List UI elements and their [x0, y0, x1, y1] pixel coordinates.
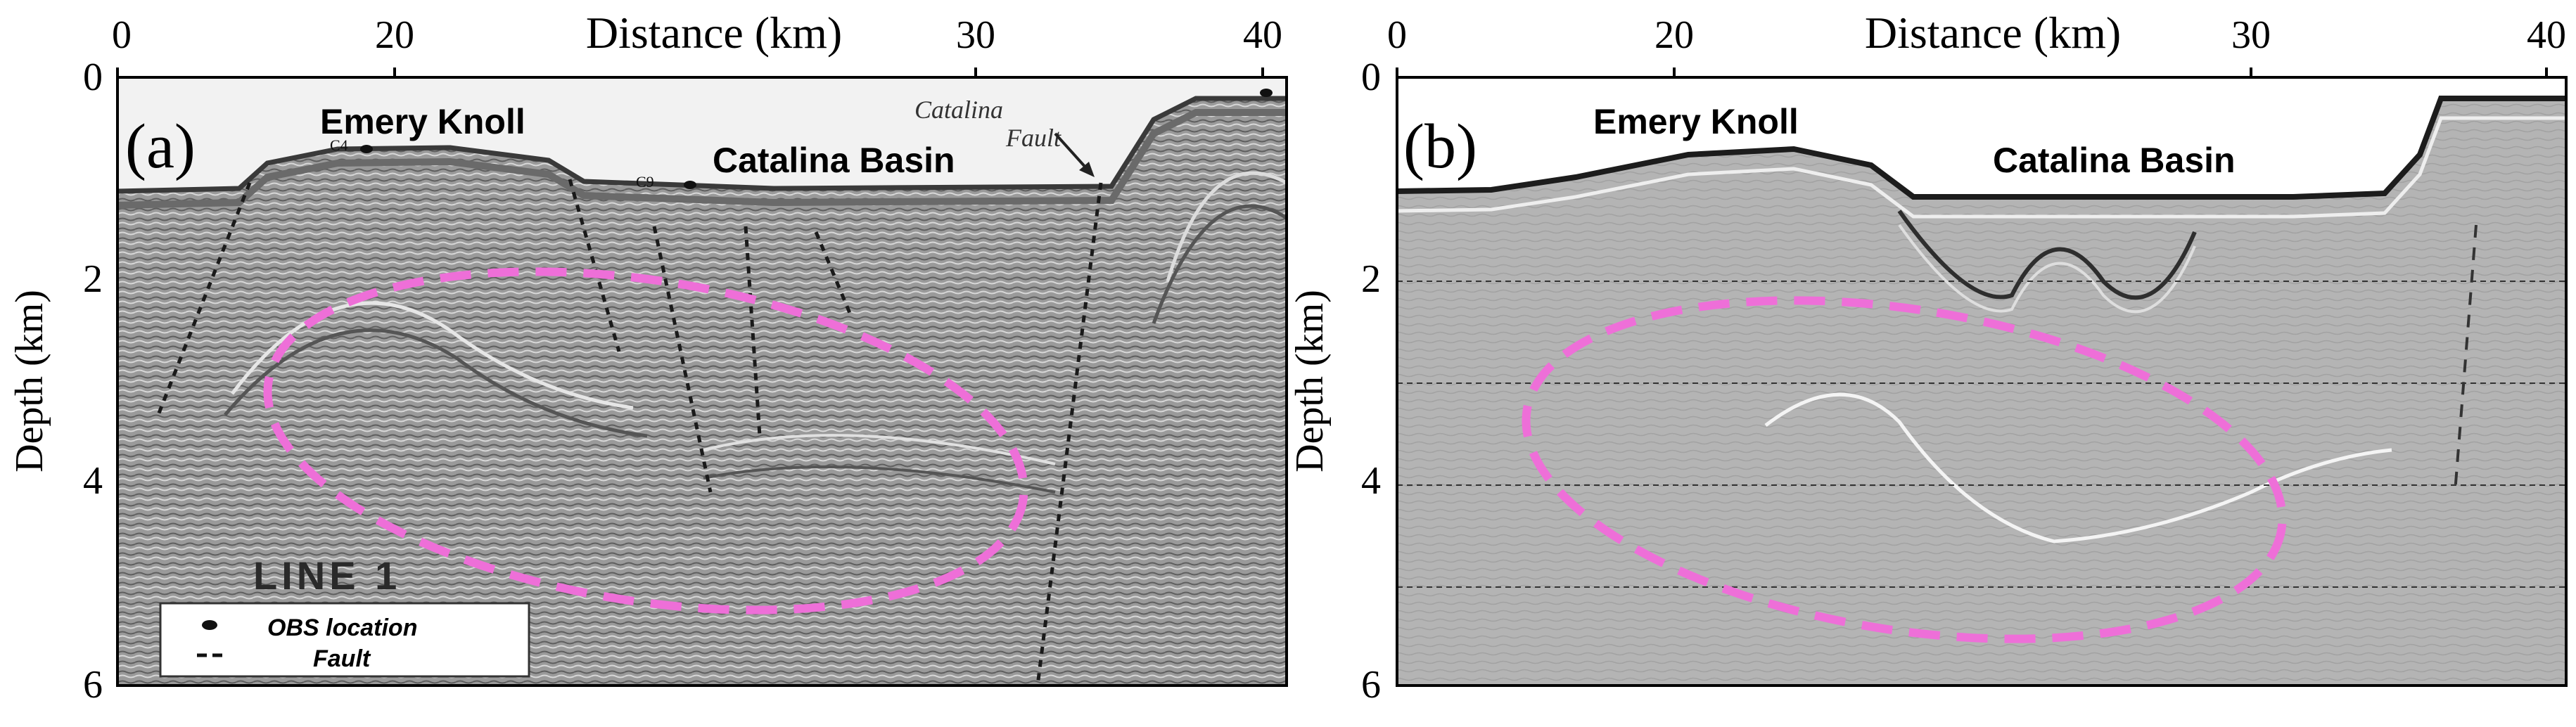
y-tick-label: 2: [1361, 257, 1381, 301]
x-tick-label: 0: [112, 13, 132, 57]
depth-grid-lines: [1397, 281, 2566, 588]
y-axis-title: Depth (km): [1288, 290, 1332, 472]
y-tick-label: 4: [1361, 459, 1381, 503]
x-tick-label: 0: [1387, 13, 1407, 57]
legend-obs-label: OBS location: [267, 615, 417, 641]
x-axis-ticks: [116, 67, 1264, 77]
y-tick-label: 2: [83, 257, 103, 301]
x-tick-label: 30: [956, 13, 995, 57]
panel-a-frame: [116, 76, 1288, 687]
panel-b-frame: [1396, 76, 2568, 687]
x-axis-title: Distance (km): [1865, 8, 2121, 58]
legend-fault-label: Fault: [313, 645, 371, 672]
obs-marker: [684, 181, 696, 189]
x-tick-label: 40: [1243, 13, 1282, 57]
y-tick-label: 0: [83, 56, 103, 99]
panel-b: (b) Emery Knoll Catalina Basin 0 20 30 4…: [1288, 8, 2568, 707]
panel-a: C4 C9 (a) Emery Knoll Catalina Basin Cat…: [8, 8, 1288, 707]
fault-line: [568, 179, 621, 352]
y-axis-title: Depth (km): [8, 290, 51, 472]
y-tick-label: 0: [1361, 56, 1381, 99]
fault-line: [652, 226, 713, 493]
y-tick-label: 6: [1361, 663, 1381, 707]
x-axis-ticks: [1396, 67, 2548, 77]
panel-a-legend: OBS location Fault: [159, 602, 530, 678]
region-of-interest-ellipse: [263, 267, 1028, 615]
obs-marker: [360, 145, 373, 153]
x-axis-title: Distance (km): [586, 8, 842, 58]
panel-a-seismic-image: [117, 77, 1287, 686]
fault-line: [744, 226, 762, 437]
legend-obs-symbol: [202, 620, 217, 630]
panel-b-seismic-image: [1397, 77, 2566, 686]
panel-b-label: (b): [1403, 112, 1477, 181]
catalina-basin-label: Catalina Basin: [1993, 141, 2236, 180]
line-1-label: LINE 1: [253, 553, 401, 598]
panel-a-faults: [156, 179, 1103, 686]
x-tick-label: 20: [1654, 13, 1694, 57]
y-tick-label: 4: [83, 459, 103, 503]
catalina-fault-label-1: Catalina: [914, 96, 1003, 124]
x-tick-label: 30: [2231, 13, 2271, 57]
x-tick-label: 40: [2527, 13, 2566, 57]
obs-label-c9: C9: [636, 173, 654, 191]
panel-a-label: (a): [125, 112, 196, 181]
x-tick-label: 20: [375, 13, 414, 57]
catalina-basin-label: Catalina Basin: [713, 141, 955, 180]
region-of-interest-ellipse: [1522, 296, 2287, 643]
emery-knoll-label: Emery Knoll: [320, 102, 525, 141]
fault-line: [1035, 182, 1103, 686]
catalina-fault-label-2: Fault: [1005, 124, 1061, 152]
obs-label-c4: C4: [330, 136, 348, 154]
fault-line: [156, 182, 252, 416]
fault-line: [814, 231, 853, 317]
emery-knoll-label: Emery Knoll: [1593, 102, 1799, 141]
obs-marker: [1260, 89, 1273, 97]
y-tick-label: 6: [83, 663, 103, 707]
catalina-fault-arrow: [1054, 132, 1095, 177]
